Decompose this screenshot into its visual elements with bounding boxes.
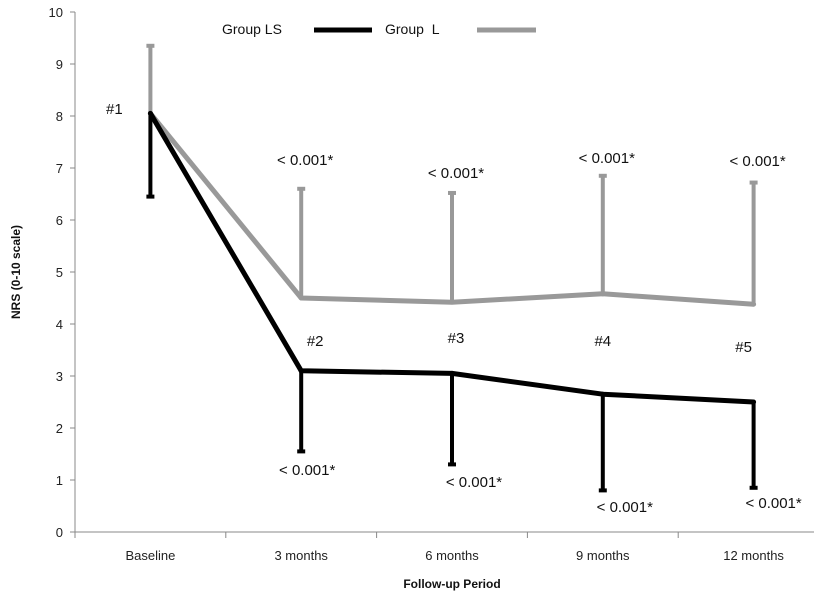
y-axis-title: NRS (0-10 scale) (9, 225, 23, 319)
x-tick-label: 3 months (274, 548, 328, 563)
axes (74, 12, 814, 533)
data-point (751, 399, 757, 405)
p-value-label-upper: < 0.001* (729, 153, 785, 170)
p-value-label-lower: < 0.001* (446, 474, 502, 491)
data-point (298, 295, 304, 301)
y-tick-label: 3 (56, 369, 63, 384)
y-tick-label: 4 (56, 317, 63, 332)
data-point (147, 110, 153, 116)
x-tick-label: 9 months (576, 548, 630, 563)
data-point (600, 391, 606, 397)
marker-label: #1 (106, 101, 123, 118)
x-ticks: Baseline 3 months 6 months 9 months 12 month… (74, 532, 784, 563)
x-tick-label: Baseline (125, 548, 175, 563)
p-value-label-upper: < 0.001* (277, 152, 333, 169)
data-point (600, 291, 606, 297)
y-tick-label: 0 (56, 525, 63, 540)
y-tick-label: 1 (56, 473, 63, 488)
y-ticks: 0 1 2 3 4 5 6 7 8 9 10 (49, 5, 75, 540)
data-point (449, 370, 455, 376)
y-tick-label: 9 (56, 57, 63, 72)
y-tick-label: 5 (56, 265, 63, 280)
data-point (298, 368, 304, 374)
legend-label-group-ls: Group LS (222, 21, 282, 37)
p-value-label-upper: < 0.001* (579, 150, 635, 167)
x-tick-label: 12 months (723, 548, 784, 563)
legend-label-group-l: Group L (385, 21, 440, 37)
p-value-label-lower: < 0.001* (745, 495, 801, 512)
p-value-label-upper: < 0.001* (428, 165, 484, 182)
y-tick-label: 7 (56, 161, 63, 176)
marker-label: #2 (307, 333, 324, 350)
marker-label: #5 (735, 339, 752, 356)
y-tick-label: 6 (56, 213, 63, 228)
y-tick-label: 10 (49, 5, 63, 20)
x-tick-label: 6 months (425, 548, 479, 563)
y-tick-label: 2 (56, 421, 63, 436)
x-axis-title: Follow-up Period (403, 577, 500, 591)
legend: Group LS Group L (222, 21, 536, 37)
p-value-label-lower: < 0.001* (279, 462, 335, 479)
p-value-label-lower: < 0.001* (597, 499, 653, 516)
data-point (751, 301, 757, 307)
marker-label: #4 (594, 333, 611, 350)
annotations: #1 #2 #3 #4 #5 < 0.001* < 0.001* < 0.001* < 0.00… (106, 101, 802, 516)
marker-label: #3 (448, 330, 465, 347)
data-point (449, 299, 455, 305)
y-tick-label: 8 (56, 109, 63, 124)
error-bars (146, 43, 758, 493)
series-lines (147, 110, 757, 405)
